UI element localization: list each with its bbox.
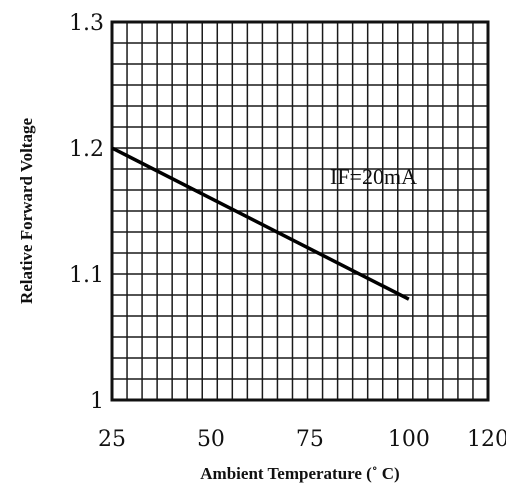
x-tick-label: 120 — [467, 427, 506, 452]
y-tick-labels: 1 1.1 1.2 1.3 — [69, 11, 104, 414]
x-tick-label: 100 — [388, 427, 430, 452]
y-axis-label: Relative Forward Voltage — [17, 118, 36, 304]
x-tick-labels: 25 50 75 100 120 — [98, 427, 506, 452]
plot-frame — [110, 20, 490, 402]
x-tick-label: 75 — [296, 427, 324, 452]
y-tick-label: 1.1 — [69, 263, 104, 288]
grid — [112, 22, 488, 400]
x-tick-label: 50 — [197, 427, 225, 452]
current-annotation: IF=20mA — [330, 164, 417, 189]
y-tick-label: 1.2 — [69, 137, 104, 162]
series — [111, 146, 410, 301]
y-tick-label: 1.3 — [69, 11, 104, 36]
y-tick-label: 1 — [90, 389, 104, 414]
x-axis-label: Ambient Temperature (˚ C) — [200, 464, 399, 483]
series-line — [111, 146, 410, 301]
x-tick-label: 25 — [98, 427, 126, 452]
